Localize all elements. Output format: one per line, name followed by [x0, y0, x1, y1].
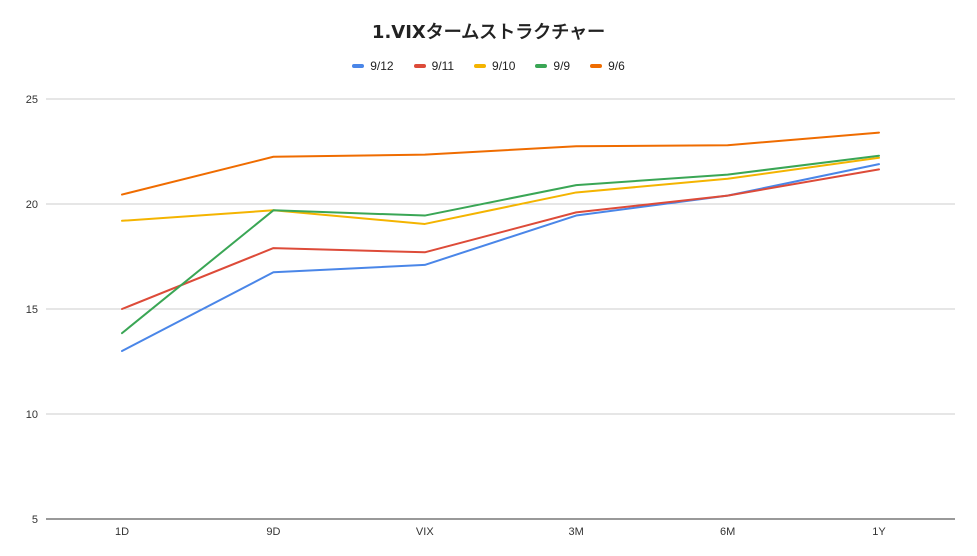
x-tick-label: 1Y [872, 526, 886, 538]
y-tick-label: 5 [32, 514, 38, 526]
legend-label: 9/11 [431, 59, 455, 73]
x-tick-label: 9D [266, 526, 280, 538]
x-tick-label: 1D [115, 526, 129, 538]
series-line-9-11 [121, 168, 880, 310]
legend-item[interactable]: 9/11 [413, 59, 455, 73]
legend-label: 9/9 [553, 59, 571, 73]
y-tick-label: 25 [26, 94, 38, 106]
legend-swatch [413, 64, 426, 68]
y-tick-label: 15 [26, 304, 38, 316]
legend-label: 9/12 [370, 59, 394, 73]
legend-swatch [474, 64, 487, 68]
x-tick-label: 3M [569, 526, 584, 538]
chart-legend: 9/12 9/11 9/10 9/9 9/6 [0, 59, 977, 73]
legend-item[interactable]: 9/6 [590, 59, 625, 73]
series-line-9-9 [121, 154, 880, 335]
legend-swatch [590, 64, 603, 68]
legend-swatch [352, 64, 365, 68]
x-tick-label: 6M [720, 526, 735, 538]
legend-item[interactable]: 9/12 [352, 59, 394, 73]
chart-title: 1.VIXタームストラクチャー [371, 22, 606, 43]
legend-item[interactable]: 9/9 [535, 59, 570, 73]
legend-label: 9/6 [608, 59, 625, 73]
y-tick-label: 20 [26, 199, 38, 211]
series-line-9-12 [121, 163, 880, 352]
y-tick-label: 10 [26, 409, 38, 421]
legend-swatch [535, 64, 548, 68]
series-line-9-10 [121, 156, 880, 225]
x-tick-label: VIX [416, 526, 434, 538]
series-line-9-6 [121, 131, 880, 196]
legend-item[interactable]: 9/10 [474, 59, 515, 73]
legend-label: 9/10 [492, 59, 516, 73]
